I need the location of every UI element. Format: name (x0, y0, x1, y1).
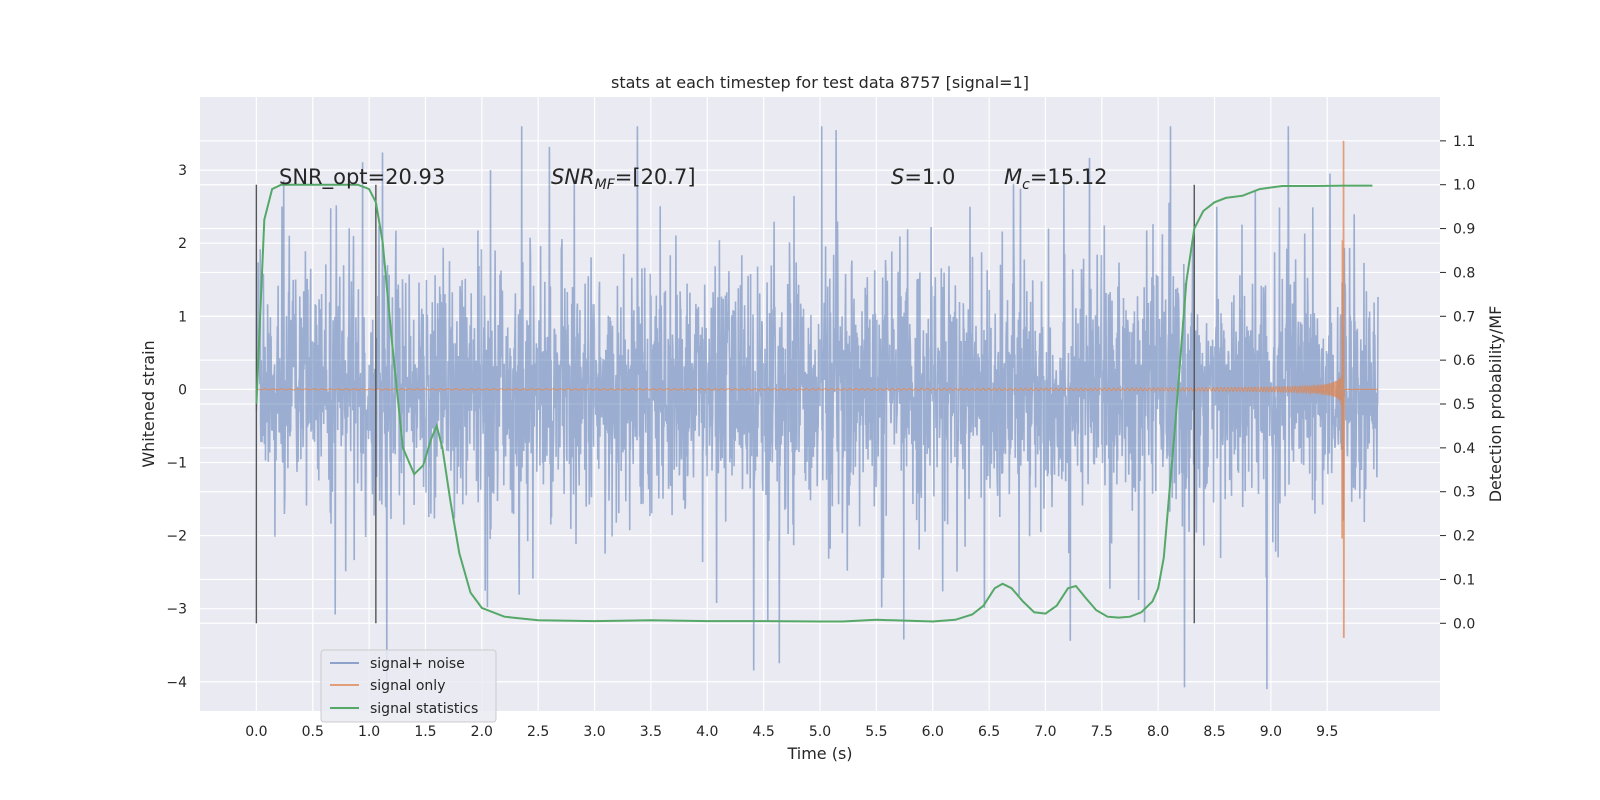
x-tick-label: 1.0 (358, 724, 380, 740)
x-tick-label: 2.5 (527, 724, 549, 740)
series-signal-only (256, 140, 1378, 638)
legend-label-signal-plus-noise: signal+ noise (370, 656, 465, 672)
y-right-tick-label: 0.3 (1453, 485, 1475, 501)
y-tick-label: 0 (178, 382, 187, 398)
mc-subscript: c (1022, 177, 1030, 193)
y-tick-label: −1 (166, 455, 187, 471)
y-tick-label: 2 (178, 236, 187, 252)
y-right-tick-label: 0.5 (1453, 397, 1475, 413)
x-tick-label: 0.5 (302, 724, 324, 740)
annotation-s: S=1.0 (891, 165, 955, 189)
y-right-tick-label: 0.7 (1453, 309, 1475, 325)
vertical-markers (255, 184, 1195, 624)
annotation-mc: Mc=15.12 (1004, 165, 1108, 193)
legend: signal+ noise signal only signal statist… (320, 649, 497, 723)
x-tick-label: 4.5 (753, 724, 775, 740)
chart-title: stats at each timestep for test data 875… (611, 73, 1029, 92)
y-right-tick-label: 0.1 (1453, 572, 1475, 588)
snr-mf-value: =[20.7] (615, 165, 696, 189)
mc-base: M (1004, 165, 1022, 189)
x-tick-label: 9.5 (1316, 724, 1338, 740)
x-tick-label: 6.5 (978, 724, 1000, 740)
y-right-tick-label: 0.8 (1453, 265, 1475, 281)
x-tick-label: 9.0 (1260, 724, 1282, 740)
y-right-tick-label: 0.6 (1453, 353, 1475, 369)
s-base: S (891, 165, 904, 189)
y-right-tick-label: 1.0 (1453, 178, 1475, 194)
y-right-tick-label: 0.9 (1453, 222, 1475, 238)
s-value: =1.0 (904, 165, 955, 189)
series-signal-plus-noise (255, 126, 1379, 690)
y-right-tick-label: 1.1 (1453, 134, 1475, 150)
y-tick-label: 3 (178, 163, 187, 179)
x-tick-label: 5.5 (865, 724, 887, 740)
x-tick-label: 3.0 (583, 724, 605, 740)
snr-mf-base: SNR (551, 165, 595, 189)
y-right-tick-label: 0.0 (1453, 616, 1475, 632)
x-tick-label: 3.5 (640, 724, 662, 740)
x-tick-label: 2.0 (471, 724, 493, 740)
x-axis-label: Time (s) (786, 744, 852, 763)
annotation-snr-mf: SNRMF=[20.7] (551, 165, 696, 193)
x-tick-label: 4.0 (696, 724, 718, 740)
annotation-snr-opt: SNR_opt=20.93 (279, 165, 445, 190)
legend-label-signal-only: signal only (370, 678, 445, 694)
snr-mf-subscript: MF (595, 177, 616, 193)
y-right-tick-label: 0.2 (1453, 529, 1475, 545)
y-tick-label: −3 (166, 602, 187, 618)
series-signal-statistics (255, 183, 1373, 623)
legend-box (320, 649, 497, 723)
y-tick-label: 1 (178, 309, 187, 325)
x-tick-label: 0.0 (245, 724, 267, 740)
y-tick-label: −2 (166, 529, 187, 545)
x-tick-label: 8.5 (1203, 724, 1225, 740)
x-tick-label: 5.0 (809, 724, 831, 740)
y-right-axis-label: Detection probability/MF (1486, 306, 1505, 503)
x-tick-label: 8.0 (1147, 724, 1169, 740)
y-right-axis-ticks: 0.0 0.1 0.2 0.3 0.4 0.5 0.6 0.7 0.8 0.9 1.0 1.1 (1440, 134, 1475, 632)
x-tick-label: 7.5 (1091, 724, 1113, 740)
x-axis-ticks: 0.0 0.5 1.0 1.5 2.0 2.5 3.0 3.5 4.0 4.5 5.0 5.5 6.0 6… (245, 724, 1338, 740)
y-axis-label: Whitened strain (139, 340, 158, 467)
x-tick-label: 1.5 (414, 724, 436, 740)
y-axis-ticks: −4 −3 −2 −1 0 1 2 3 (166, 163, 187, 691)
x-tick-label: 6.0 (922, 724, 944, 740)
legend-label-signal-statistics: signal statistics (370, 701, 478, 717)
x-tick-label: 7.0 (1034, 724, 1056, 740)
y-tick-label: −4 (166, 675, 187, 691)
y-right-tick-label: 0.4 (1453, 441, 1475, 457)
mc-value: =15.12 (1030, 165, 1108, 189)
